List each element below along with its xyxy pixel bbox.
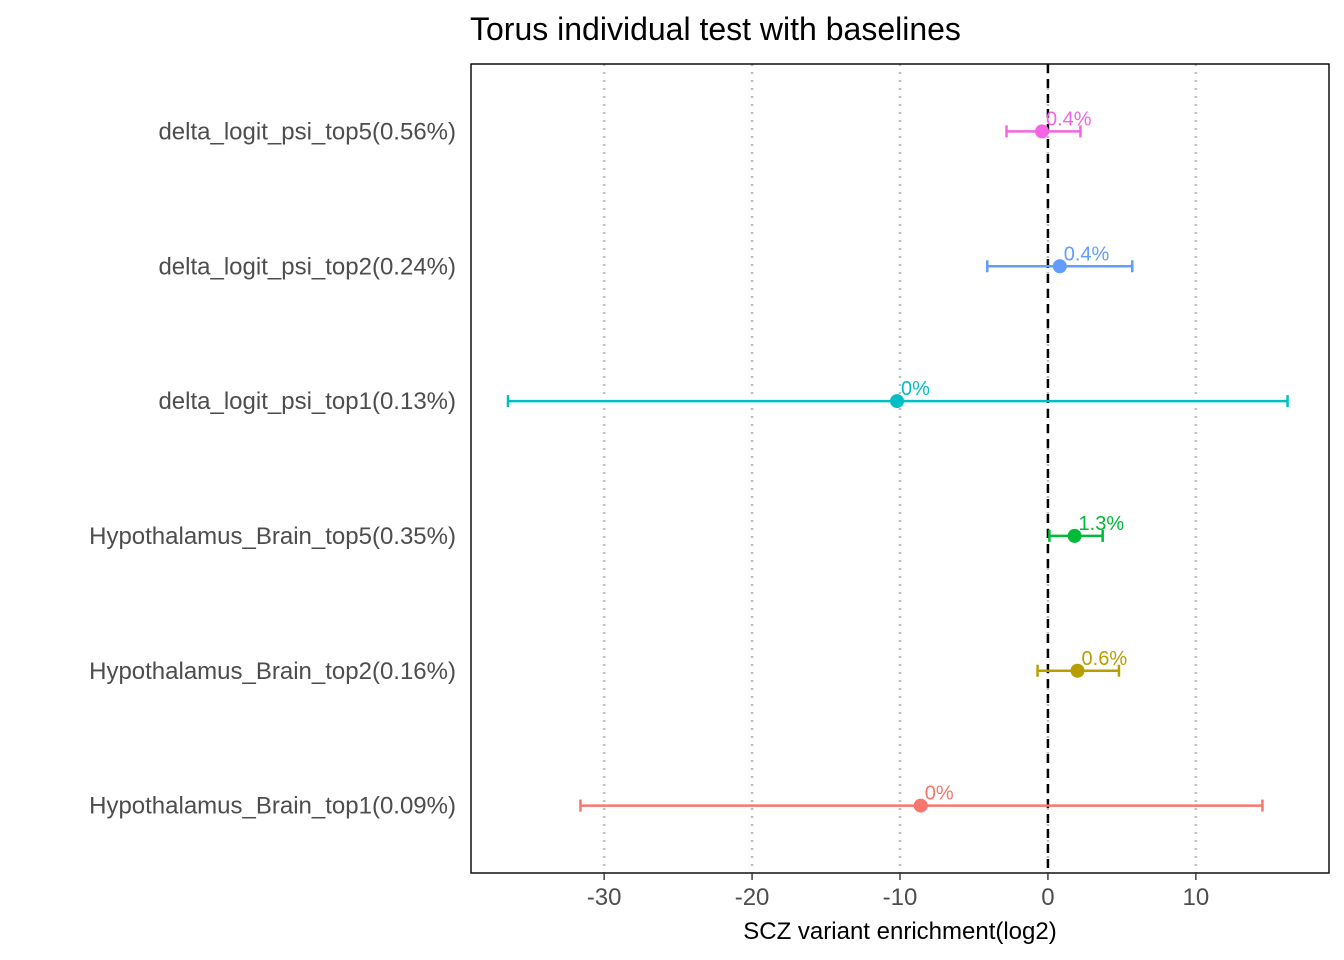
series-4: 0.4% <box>986 243 1134 274</box>
point-estimate-3 <box>890 394 905 409</box>
percent-label-2: 1.3% <box>1079 513 1125 535</box>
x-tick-label-4: 10 <box>1183 884 1210 911</box>
percent-label-1: 0.6% <box>1082 648 1128 670</box>
series-3: 0% <box>506 378 1289 409</box>
point-estimate-4 <box>1052 259 1067 274</box>
grid-lines <box>602 64 1198 873</box>
x-tick-label-2: -10 <box>883 884 918 911</box>
percent-label-3: 0% <box>901 378 930 400</box>
series-group: 0% 0.6% 1.3% 0% 0.4% 0.4% <box>506 108 1289 813</box>
point-estimate-0 <box>913 798 928 813</box>
point-estimate-5 <box>1035 124 1050 139</box>
series-2: 1.3% <box>1048 513 1125 543</box>
y-axis-labels: Hypothalamus_Brain_top1(0.09%) Hypothalam… <box>89 118 456 819</box>
point-estimate-2 <box>1067 528 1082 543</box>
x-tick-label-1: -20 <box>735 884 770 911</box>
series-1: 0.6% <box>1036 648 1128 678</box>
x-axis-ticks: -30 -20 -10 0 10 <box>587 873 1209 911</box>
percent-label-0: 0% <box>925 783 954 805</box>
x-axis-title: SCZ variant enrichment(log2) <box>743 918 1056 945</box>
x-tick-label-3: 0 <box>1041 884 1054 911</box>
y-tick-label-1: Hypothalamus_Brain_top2(0.16%) <box>89 658 456 685</box>
series-0: 0% <box>579 783 1264 813</box>
series-5: 0.4% <box>1005 108 1092 139</box>
point-estimate-1 <box>1070 663 1085 678</box>
y-tick-label-3: delta_logit_psi_top1(0.13%) <box>158 388 456 415</box>
y-tick-label-2: Hypothalamus_Brain_top5(0.35%) <box>89 523 456 550</box>
y-tick-label-4: delta_logit_psi_top2(0.24%) <box>158 253 456 280</box>
x-tick-label-0: -30 <box>587 884 622 911</box>
chart-title: Torus individual test with baselines <box>470 11 961 47</box>
percent-label-4: 0.4% <box>1064 243 1110 265</box>
y-tick-label-5: delta_logit_psi_top5(0.56%) <box>158 118 456 145</box>
percent-label-5: 0.4% <box>1046 108 1092 130</box>
y-tick-label-0: Hypothalamus_Brain_top1(0.09%) <box>89 793 456 820</box>
